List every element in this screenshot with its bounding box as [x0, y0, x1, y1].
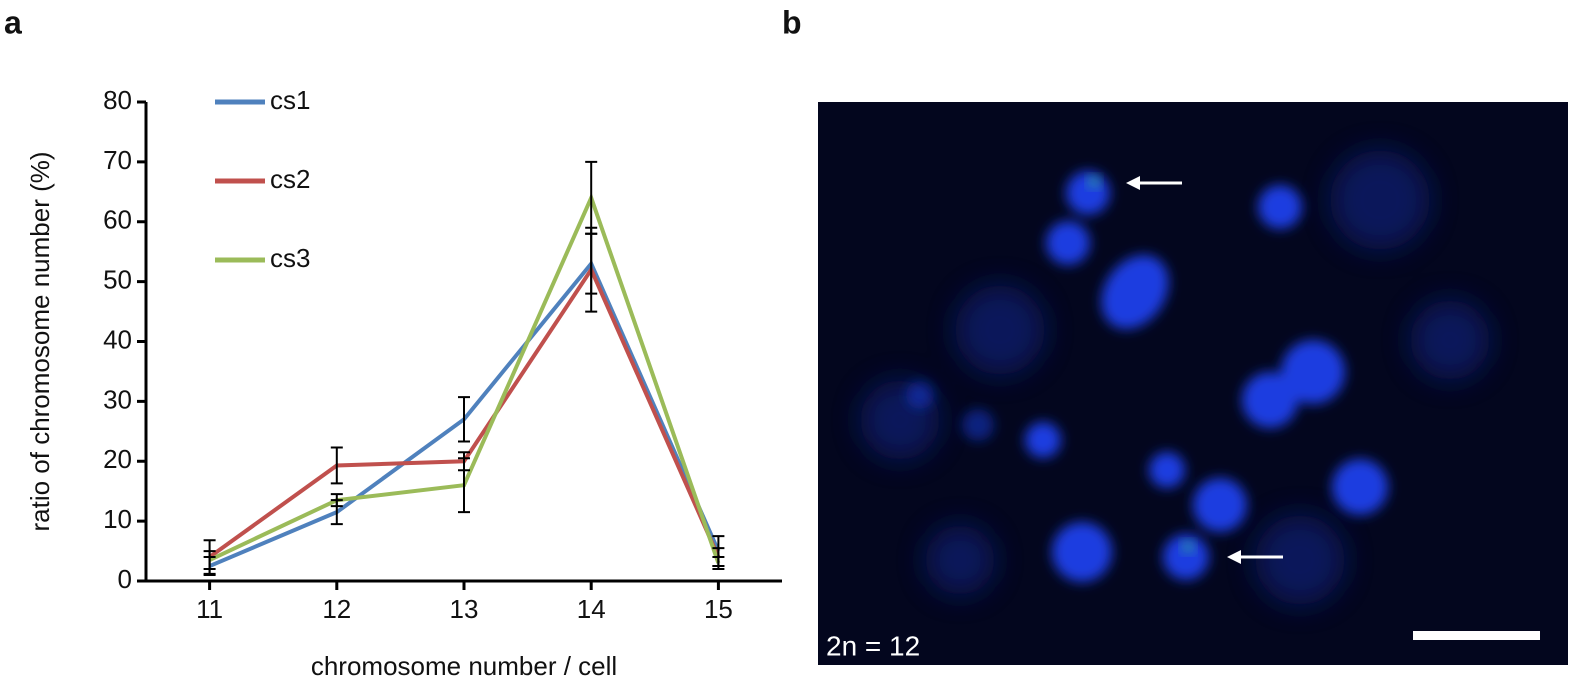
y-axis-label: ratio of chromosome number (%): [25, 151, 55, 531]
legend-label: cs1: [270, 85, 310, 115]
y-tick-label: 60: [103, 205, 132, 235]
line-chart: 0 10 20 30 40 50 60 70 80 11 12 13 14 15 chromosome nu…: [25, 85, 782, 681]
x-axis-label: chromosome number / cell: [311, 651, 617, 681]
scale-bar: [1413, 631, 1540, 640]
y-tick-label: 10: [103, 504, 132, 534]
error-bar: [458, 457, 470, 514]
background-haze: [860, 150, 1490, 605]
image-background: [818, 102, 1568, 665]
error-bar: [330, 446, 343, 485]
error-bar: [585, 160, 598, 235]
error-bar: [712, 556, 725, 571]
legend-label: cs3: [270, 243, 310, 273]
image-label: 2n = 12: [826, 630, 920, 661]
chromosomes: [906, 171, 1388, 582]
y-tick-label: 20: [103, 444, 132, 474]
y-tick-label: 80: [103, 85, 132, 115]
legend-label: cs2: [270, 164, 310, 194]
x-tick-label: 14: [577, 594, 606, 624]
arrows: [1126, 176, 1283, 564]
signal: [1183, 542, 1193, 552]
y-tick-label: 0: [118, 564, 132, 594]
x-tick-label: 12: [322, 594, 351, 624]
y-tick-label: 70: [103, 145, 132, 175]
panel-label: a: [4, 4, 22, 40]
error-bar: [458, 396, 470, 443]
error-bar: [330, 493, 343, 508]
micrograph: 2n = 12: [818, 102, 1568, 665]
x-tick-label: 11: [196, 594, 223, 624]
error-bar: [203, 550, 216, 571]
signal: [1089, 177, 1099, 187]
x-tick-label: 15: [704, 594, 733, 624]
panel-label: b: [782, 4, 802, 40]
y-tick-label: 30: [103, 384, 132, 414]
y-tick-label: 40: [103, 324, 132, 354]
y-tick-label: 50: [103, 265, 132, 295]
x-tick-label: 13: [450, 594, 479, 624]
